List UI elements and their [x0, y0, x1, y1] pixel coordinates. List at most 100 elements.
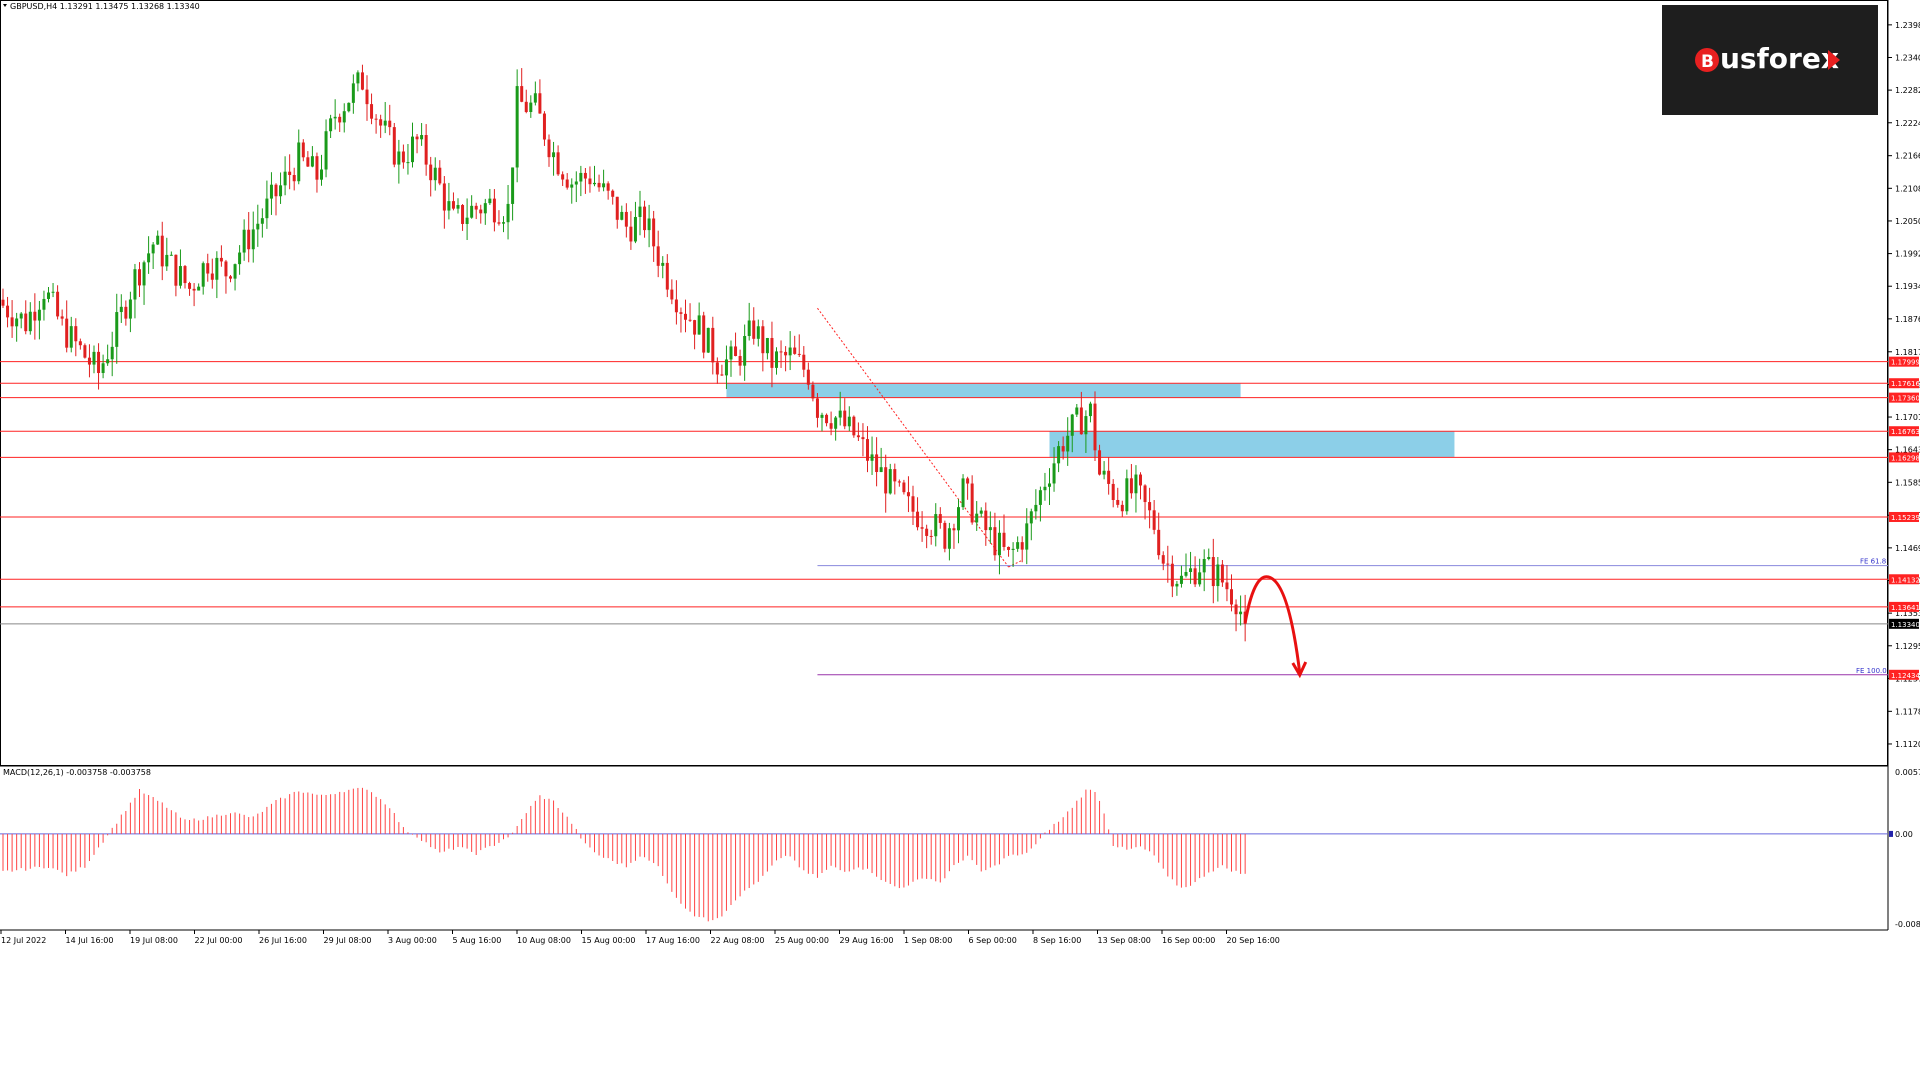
- candle-body: [1066, 435, 1070, 452]
- candle-body: [852, 416, 856, 436]
- price-tick-label: 1.22825: [1895, 86, 1920, 95]
- candle-body: [902, 482, 906, 493]
- level-tag-label: 1.14132: [1891, 576, 1920, 584]
- candle-body: [738, 356, 742, 366]
- candle-body: [60, 316, 64, 319]
- time-tick-label: 8 Sep 16:00: [1033, 936, 1081, 945]
- candle-body: [1211, 557, 1215, 587]
- candle-body: [993, 527, 997, 556]
- candle-body: [392, 127, 396, 165]
- time-tick-label: 3 Aug 00:00: [388, 936, 437, 945]
- candle-body: [165, 254, 169, 267]
- candle-body: [169, 254, 173, 256]
- candle-body: [279, 185, 283, 197]
- candle-body: [747, 320, 751, 337]
- candle-body: [552, 152, 556, 158]
- candle-body: [1129, 478, 1133, 494]
- candle-body: [966, 478, 970, 484]
- candle-body: [1011, 548, 1015, 550]
- candle-body: [329, 118, 333, 132]
- candle-body: [938, 514, 942, 523]
- candle-body: [42, 298, 46, 310]
- candle-body: [97, 351, 101, 374]
- candle-body: [128, 299, 132, 319]
- candle-body: [1207, 557, 1211, 560]
- candle-body: [1175, 583, 1179, 587]
- candle-body: [988, 527, 992, 531]
- candle-body: [492, 198, 496, 223]
- candle-body: [10, 317, 14, 327]
- candle-body: [411, 136, 414, 163]
- candle-body: [975, 513, 979, 523]
- candle-body: [984, 510, 988, 531]
- level-tag: [1889, 601, 1919, 612]
- candle-body: [911, 496, 915, 512]
- candle-body: [770, 337, 774, 368]
- time-tick-label: 12 Jul 2022: [1, 936, 46, 945]
- candle-body: [1152, 510, 1156, 530]
- candle-body: [438, 167, 442, 184]
- time-tick-label: 15 Aug 00:00: [582, 936, 636, 945]
- candle-body: [374, 118, 378, 120]
- candle-body: [1179, 575, 1183, 584]
- candle-body: [74, 326, 78, 342]
- time-tick-label: 5 Aug 16:00: [453, 936, 502, 945]
- candle-body: [1038, 490, 1042, 505]
- candle-body: [943, 522, 947, 549]
- time-tick-label: 20 Sep 16:00: [1227, 936, 1280, 945]
- candle-body: [506, 203, 510, 223]
- candle-body: [1084, 416, 1088, 435]
- candle-body: [579, 172, 583, 182]
- candle-body: [1057, 446, 1061, 464]
- horizontal-levels: [0, 361, 1888, 676]
- candle-body: [665, 262, 669, 290]
- fe-618-label: FE 61.8: [1860, 558, 1886, 566]
- macd-tick-label: 0.005711: [1895, 768, 1920, 777]
- candle-body: [433, 167, 437, 181]
- candle-body: [815, 398, 819, 418]
- candle-body: [370, 104, 374, 119]
- candle-body: [28, 311, 32, 332]
- candle-body: [24, 313, 28, 332]
- candle-body: [779, 351, 783, 353]
- candle-body: [656, 246, 660, 266]
- candle-body: [156, 235, 160, 245]
- candle-body: [83, 345, 87, 358]
- candle-body: [838, 410, 842, 418]
- candle-body: [643, 206, 647, 231]
- candle-body: [360, 72, 364, 90]
- candle-body: [706, 327, 710, 353]
- candle-body: [147, 253, 151, 263]
- candle-body: [934, 514, 938, 537]
- candle-body: [406, 162, 410, 164]
- candle-body: [615, 196, 619, 220]
- candle-body: [524, 101, 528, 113]
- symbol-dropdown-icon[interactable]: [3, 4, 7, 7]
- candle-body: [1166, 563, 1170, 565]
- candle-body: [274, 184, 278, 197]
- candle-body: [811, 384, 815, 399]
- price-tick-label: 1.17015: [1895, 413, 1920, 422]
- candle-body: [1070, 414, 1074, 436]
- candle-body: [178, 266, 182, 286]
- candle-body: [497, 222, 501, 224]
- time-tick-label: 14 Jul 16:00: [66, 936, 114, 945]
- candle-body: [529, 102, 533, 113]
- candle-body: [752, 320, 756, 339]
- candle-body: [1029, 511, 1033, 524]
- candle-body: [210, 273, 214, 280]
- level-tag-label: 1.17616: [1891, 380, 1920, 388]
- candle-body: [961, 478, 965, 508]
- candle-body: [174, 254, 178, 286]
- candle-body: [788, 347, 792, 356]
- candle-body: [87, 357, 91, 365]
- candle-body: [383, 120, 387, 126]
- candle-body: [201, 263, 205, 287]
- level-tag: [1889, 511, 1919, 522]
- candle-body: [238, 252, 242, 265]
- candle-body: [183, 266, 187, 284]
- candle-body: [520, 86, 524, 102]
- candle-body: [847, 416, 851, 427]
- candle-body: [474, 205, 478, 210]
- time-tick-label: 16 Sep 00:00: [1162, 936, 1215, 945]
